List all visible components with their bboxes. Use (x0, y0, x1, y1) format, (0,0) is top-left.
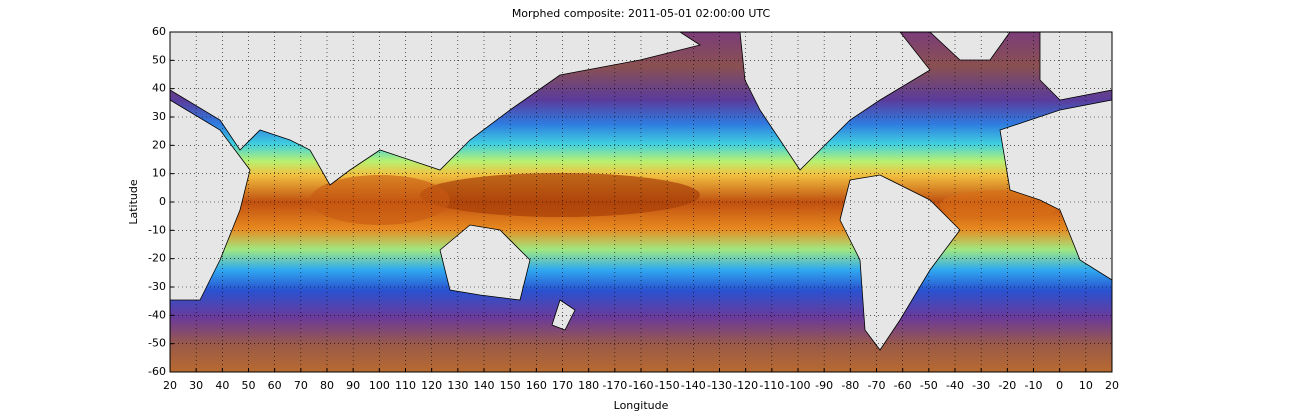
x-tick-label: 140 (474, 379, 495, 392)
y-tick-label: -40 (148, 308, 166, 321)
map-title: Morphed composite: 2011-05-01 02:00:00 U… (512, 7, 771, 20)
x-tick-label: 120 (421, 379, 442, 392)
x-tick-label: -140 (681, 379, 706, 392)
x-tick-label: -10 (1025, 379, 1043, 392)
x-tick-label: -100 (786, 379, 811, 392)
x-tick-label: 150 (500, 379, 521, 392)
x-tick-label: -120 (733, 379, 758, 392)
x-tick-label: -170 (602, 379, 627, 392)
y-tick-label: 20 (152, 138, 166, 151)
x-tick-label: 40 (215, 379, 229, 392)
x-tick-label: 60 (268, 379, 282, 392)
x-tick-label: -130 (707, 379, 732, 392)
x-tick-label: 100 (369, 379, 390, 392)
x-tick-label: 130 (447, 379, 468, 392)
x-tick-label: -60 (894, 379, 912, 392)
y-tick-label: 40 (152, 82, 166, 95)
x-tick-label: 170 (552, 379, 573, 392)
y-tick-label: -60 (148, 365, 166, 378)
x-tick-label: 70 (294, 379, 308, 392)
y-tick-label: -20 (148, 252, 166, 265)
y-tick-label: 0 (159, 195, 166, 208)
y-tick-label: -10 (148, 223, 166, 236)
y-tick-label: -30 (148, 280, 166, 293)
y-tick-label: 50 (152, 53, 166, 66)
x-tick-label: 20 (163, 379, 177, 392)
y-tick-label: 60 (152, 25, 166, 38)
x-tick-label: -20 (998, 379, 1016, 392)
x-tick-label: -30 (972, 379, 990, 392)
x-tick-label: -80 (841, 379, 859, 392)
x-tick-label: -150 (655, 379, 680, 392)
x-tick-label: -160 (629, 379, 654, 392)
x-tick-label: 30 (189, 379, 203, 392)
x-tick-label: 110 (395, 379, 416, 392)
x-tick-label: -110 (759, 379, 784, 392)
x-tick-label: -70 (868, 379, 886, 392)
x-tick-label: -40 (946, 379, 964, 392)
x-tick-label: 50 (242, 379, 256, 392)
x-tick-label: 10 (1079, 379, 1093, 392)
x-tick-label: 90 (346, 379, 360, 392)
grid (169, 31, 1113, 373)
y-axis-label: Latitude (127, 179, 140, 225)
x-tick-label: 0 (1056, 379, 1063, 392)
y-tick-label: 10 (152, 167, 166, 180)
y-tick-label: -50 (148, 337, 166, 350)
plot-frame (169, 31, 1113, 373)
x-tick-label: -50 (920, 379, 938, 392)
x-tick-label: 180 (578, 379, 599, 392)
x-tick-label: 80 (320, 379, 334, 392)
x-tick-label: 160 (526, 379, 547, 392)
x-tick-label: -90 (815, 379, 833, 392)
y-tick-label: 30 (152, 110, 166, 123)
x-tick-label: 20 (1105, 379, 1119, 392)
x-axis-label: Longitude (614, 399, 669, 412)
